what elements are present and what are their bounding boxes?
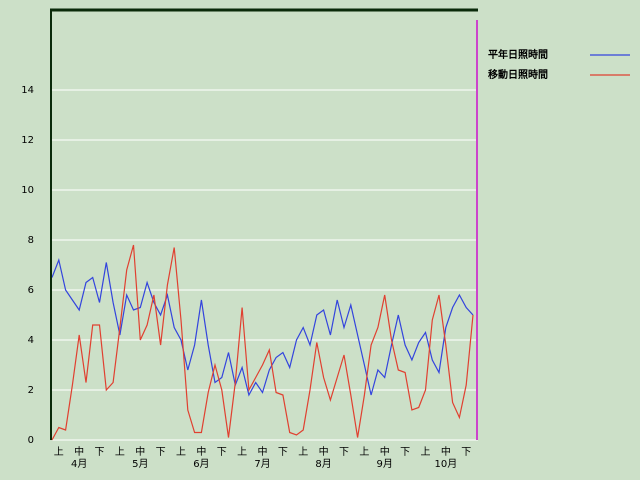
x-tick-label: 上	[420, 446, 430, 458]
x-tick-label: 中	[74, 445, 84, 458]
x-tick-label: 中	[319, 445, 329, 458]
y-tick-label: 14	[21, 85, 34, 96]
labels: 02468101214上中下上中下上中下上中下上中下上中下上中下4月 5月 6月 7月…	[21, 48, 630, 470]
y-tick-label: 10	[21, 185, 34, 196]
grid	[52, 89, 478, 441]
month-label: 6月	[193, 458, 209, 470]
y-tick-label: 2	[28, 385, 34, 396]
legend-label: 移動日照時間	[488, 68, 548, 81]
y-tick-label: 6	[28, 285, 34, 296]
month-label: 7月	[254, 458, 270, 470]
x-tick-label: 中	[380, 445, 390, 458]
x-tick-label: 上	[115, 446, 125, 458]
x-tick-label: 下	[217, 447, 227, 458]
x-tick-label: 上	[176, 446, 186, 458]
y-tick-label: 0	[28, 435, 34, 446]
series-line	[51, 257, 474, 397]
y-tick-label: 4	[28, 335, 34, 346]
x-tick-label: 下	[95, 447, 105, 458]
month-label: 8月	[315, 458, 331, 470]
month-label: 4月	[71, 458, 87, 470]
x-tick-label: 下	[278, 447, 288, 458]
x-tick-label: 中	[258, 445, 268, 458]
x-tick-label: 上	[237, 446, 247, 458]
month-label: 5月	[132, 458, 148, 470]
x-tick-label: 中	[196, 445, 206, 458]
x-tick-label: 上	[359, 446, 369, 458]
x-tick-label: 中	[135, 445, 145, 458]
x-tick-label: 中	[441, 445, 451, 458]
y-tick-label: 8	[28, 235, 34, 246]
month-label: 9月	[377, 458, 393, 470]
x-tick-label: 下	[461, 447, 471, 458]
y-tick-label: 12	[21, 135, 34, 146]
series-line	[51, 244, 474, 441]
x-tick-label: 下	[339, 447, 349, 458]
x-tick-label: 上	[298, 446, 308, 458]
x-tick-label: 上	[54, 446, 64, 458]
x-tick-label: 下	[156, 447, 166, 458]
month-label: 10月	[434, 458, 457, 470]
x-tick-label: 下	[400, 447, 410, 458]
plot	[51, 244, 474, 441]
legend-label: 平年日照時間	[488, 48, 548, 61]
